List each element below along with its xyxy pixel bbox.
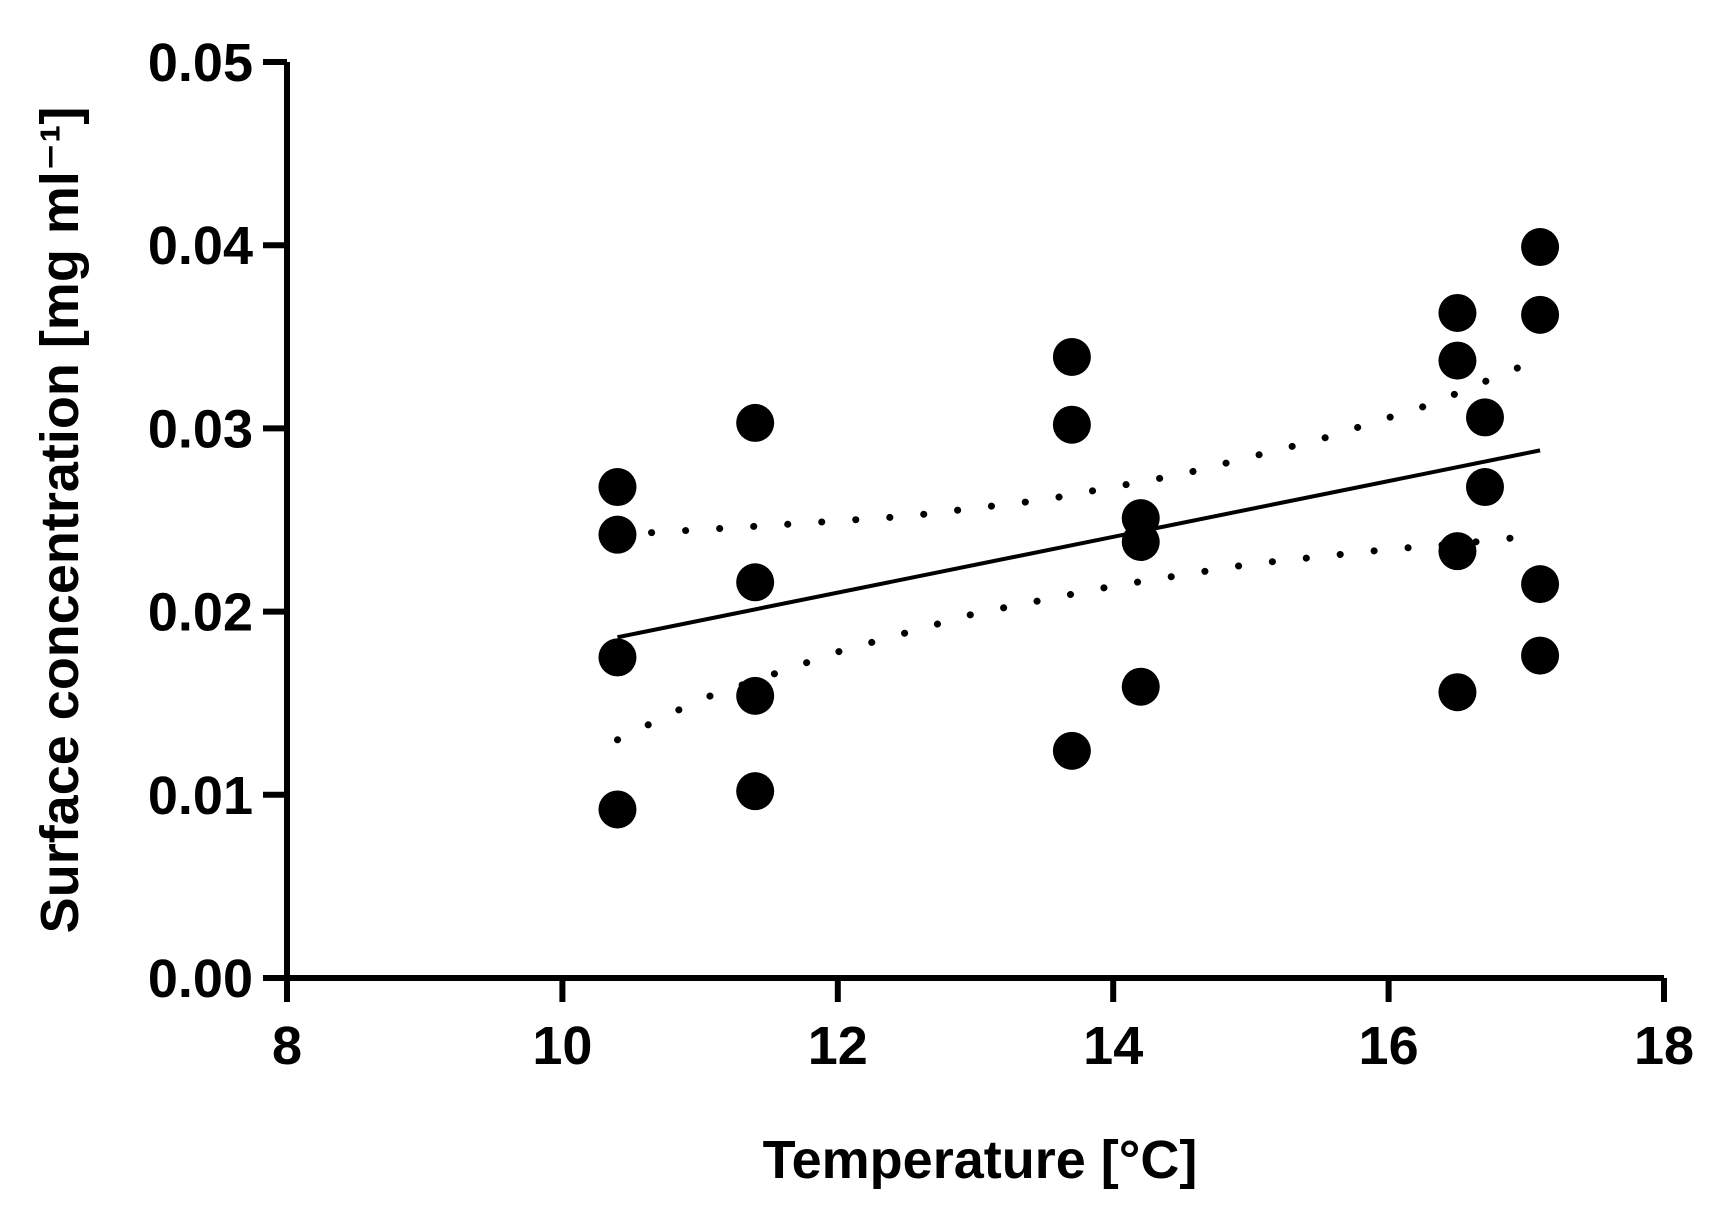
data-points bbox=[598, 228, 1560, 829]
data-point bbox=[1465, 468, 1504, 507]
data-point bbox=[1521, 295, 1560, 334]
upper-confidence-curve bbox=[614, 360, 1530, 539]
x-axis-ticks: 8 10 12 14 16 18 bbox=[272, 978, 1694, 1076]
y-tick-label: 0.02 bbox=[148, 583, 253, 643]
y-tick-label: 0.01 bbox=[148, 766, 253, 826]
data-point bbox=[1052, 405, 1091, 444]
y-tick-label: 0.00 bbox=[148, 949, 253, 1009]
data-point bbox=[736, 676, 775, 715]
data-point bbox=[598, 468, 637, 507]
data-point bbox=[1438, 673, 1477, 712]
y-tick-label: 0.03 bbox=[148, 399, 253, 459]
data-point bbox=[1521, 228, 1560, 267]
data-point bbox=[736, 563, 775, 602]
y-tick-label: 0.05 bbox=[148, 33, 253, 93]
x-tick-label: 16 bbox=[1359, 1016, 1419, 1076]
y-tick-label: 0.04 bbox=[148, 216, 253, 276]
upper-confidence-band bbox=[614, 360, 1530, 539]
data-point bbox=[598, 515, 637, 554]
data-point bbox=[598, 638, 637, 677]
data-point bbox=[1052, 337, 1091, 376]
data-point bbox=[1121, 667, 1160, 706]
axes bbox=[284, 62, 1664, 981]
data-point bbox=[736, 403, 775, 442]
data-point bbox=[1438, 532, 1477, 571]
data-point bbox=[1521, 636, 1560, 675]
x-axis-title: Temperature [°C] bbox=[763, 1130, 1198, 1190]
data-point bbox=[1438, 341, 1477, 380]
x-tick-label: 10 bbox=[532, 1016, 592, 1076]
data-point bbox=[1121, 522, 1160, 561]
data-point bbox=[1521, 565, 1560, 604]
data-point bbox=[1438, 293, 1477, 332]
regression-line bbox=[617, 448, 1541, 640]
x-tick-label: 8 bbox=[272, 1016, 302, 1076]
data-point bbox=[1052, 731, 1091, 770]
data-point bbox=[598, 790, 637, 829]
x-tick-label: 18 bbox=[1634, 1016, 1694, 1076]
x-tick-label: 14 bbox=[1083, 1016, 1143, 1076]
y-axis-ticks: 0.00 0.01 0.02 0.03 0.04 0.05 bbox=[148, 33, 287, 1009]
regression-line-group bbox=[617, 448, 1541, 640]
data-point bbox=[736, 772, 775, 811]
y-axis-title: Surface concentration [mg ml⁻¹] bbox=[30, 107, 90, 934]
data-point bbox=[1465, 398, 1504, 437]
x-tick-label: 12 bbox=[808, 1016, 868, 1076]
